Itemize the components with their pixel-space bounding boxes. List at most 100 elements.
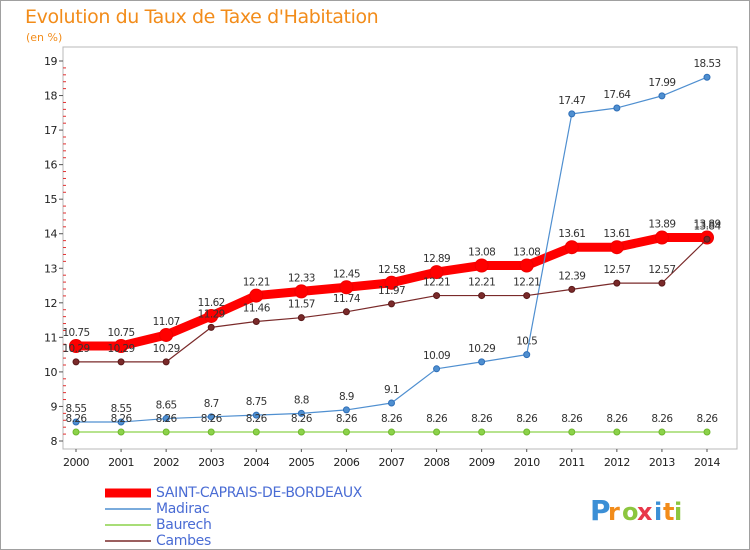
- data-label-baurech: 8.26: [291, 413, 313, 425]
- data-label-cambes: 11.97: [378, 285, 405, 297]
- data-label-baurech: 8.26: [336, 413, 358, 425]
- data-label-saint-caprais-de-bordeaux: 13.89: [693, 219, 720, 231]
- logo-letter: o: [622, 498, 639, 526]
- data-point-madirac: [478, 358, 486, 366]
- series-saint-caprais-de-bordeaux: [69, 230, 714, 353]
- data-label-saint-caprais-de-bordeaux: 12.89: [423, 253, 450, 265]
- data-label-cambes: 10.29: [108, 343, 135, 355]
- plot-area: [62, 46, 738, 450]
- data-label-cambes: 10.29: [153, 343, 180, 355]
- y-tick-label: 13: [44, 262, 57, 275]
- data-point-cambes: [658, 279, 666, 287]
- data-label-saint-caprais-de-bordeaux: 13.08: [468, 247, 495, 259]
- legend-swatch-cambes: [105, 540, 151, 542]
- data-label-baurech: 8.26: [561, 413, 583, 425]
- x-tick-label: 2014: [694, 456, 720, 469]
- data-label-madirac: 10.29: [468, 343, 495, 355]
- data-label-madirac: 9.1: [384, 384, 399, 396]
- logo-letter: i: [654, 498, 662, 526]
- data-point-baurech: [433, 428, 441, 436]
- data-label-saint-caprais-de-bordeaux: 13.08: [513, 247, 540, 259]
- data-label-madirac: 8.7: [204, 398, 219, 410]
- logo-letter: r: [608, 498, 620, 526]
- data-label-baurech: 8.26: [381, 413, 403, 425]
- data-point-saint-caprais-de-bordeaux: [609, 240, 624, 255]
- data-label-cambes: 11.46: [243, 302, 271, 314]
- data-label-baurech: 8.26: [471, 413, 493, 425]
- data-label-baurech: 8.26: [246, 413, 268, 425]
- data-point-baurech: [388, 428, 395, 436]
- y-tick-label: 15: [44, 193, 57, 206]
- data-label-madirac: 8.75: [246, 396, 267, 408]
- data-point-cambes: [72, 358, 80, 366]
- data-point-saint-caprais-de-bordeaux: [294, 284, 309, 299]
- data-point-cambes: [703, 235, 711, 243]
- data-label-baurech: 8.26: [66, 413, 88, 425]
- data-label-cambes: 12.57: [603, 264, 630, 276]
- data-point-saint-caprais-de-bordeaux: [249, 288, 264, 303]
- y-tick-label: 12: [44, 297, 57, 310]
- data-label-madirac: 17.64: [603, 89, 631, 101]
- data-label-baurech: 8.26: [606, 413, 628, 425]
- data-label-baurech: 8.26: [697, 413, 719, 425]
- data-point-madirac: [342, 406, 350, 414]
- data-point-cambes: [297, 314, 305, 322]
- y-tick-label: 19: [44, 55, 57, 68]
- y-tick-label: 17: [44, 124, 57, 137]
- data-point-madirac: [117, 418, 125, 426]
- data-label-madirac: 17.47: [558, 95, 585, 107]
- data-label-madirac: 17.99: [648, 77, 675, 89]
- data-point-saint-caprais-de-bordeaux: [204, 308, 219, 323]
- data-label-madirac: 8.9: [339, 391, 354, 403]
- data-point-baurech: [207, 428, 215, 436]
- legend-swatch-madirac: [105, 508, 151, 510]
- data-label-madirac: 10.5: [516, 336, 537, 348]
- data-label-saint-caprais-de-bordeaux: 11.62: [198, 297, 225, 309]
- x-tick-label: 2000: [63, 456, 89, 469]
- data-point-baurech: [658, 428, 666, 436]
- data-point-saint-caprais-de-bordeaux: [654, 230, 669, 245]
- data-label-cambes: 13.84: [693, 220, 721, 232]
- data-point-saint-caprais-de-bordeaux: [339, 280, 354, 295]
- data-point-baurech: [613, 428, 621, 436]
- data-label-cambes: 12.57: [648, 264, 675, 276]
- legend-label: Madirac: [156, 501, 210, 517]
- data-label-saint-caprais-de-bordeaux: 10.75: [62, 327, 89, 339]
- x-tick-label: 2001: [108, 456, 134, 469]
- series-cambes: [72, 235, 711, 366]
- data-label-madirac: 8.65: [156, 400, 177, 412]
- data-labels: 10.75 10.75 11.07 11.62 12.21 12.33 12.45 12.58…: [62, 58, 722, 425]
- data-point-baurech: [297, 428, 305, 436]
- logo-letter: P: [590, 494, 611, 527]
- data-label-cambes: 12.21: [423, 277, 450, 289]
- y-tick-label: 16: [44, 159, 57, 172]
- data-point-madirac: [433, 365, 441, 373]
- data-label-baurech: 8.26: [111, 413, 133, 425]
- data-label-baurech: 8.26: [156, 413, 178, 425]
- y-tick-label: 11: [44, 331, 57, 344]
- data-point-saint-caprais-de-bordeaux: [114, 339, 129, 353]
- data-label-madirac: 8.8: [294, 394, 309, 406]
- data-label-cambes: 12.21: [468, 277, 495, 289]
- x-tick-label: 2010: [514, 456, 540, 469]
- data-point-madirac: [388, 399, 395, 407]
- proxiti-logo: Pr ox i t i: [590, 494, 682, 527]
- data-point-baurech: [568, 428, 576, 436]
- legend-label: Cambes: [156, 533, 211, 549]
- data-point-madirac: [252, 411, 260, 419]
- x-tick-label: 2006: [333, 456, 359, 469]
- data-label-cambes: 12.21: [513, 277, 540, 289]
- data-point-madirac: [568, 110, 576, 118]
- data-label-baurech: 8.26: [516, 413, 538, 425]
- data-point-cambes: [478, 292, 486, 300]
- data-point-madirac: [523, 351, 531, 359]
- series-baurech: [72, 428, 711, 436]
- data-point-saint-caprais-de-bordeaux: [474, 258, 489, 273]
- x-tick-label: 2003: [198, 456, 224, 469]
- data-label-saint-caprais-de-bordeaux: 12.45: [333, 268, 360, 280]
- data-label-cambes: 10.29: [62, 343, 89, 355]
- data-label-cambes: 11.74: [333, 293, 361, 305]
- legend-swatch-baurech: [105, 524, 151, 526]
